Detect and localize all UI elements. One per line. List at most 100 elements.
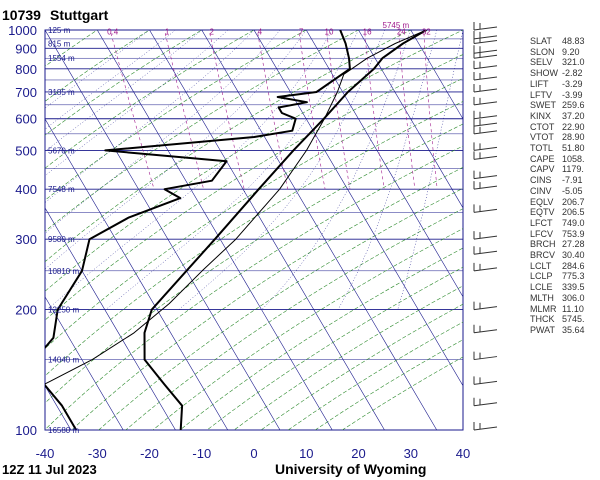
index-row-brch: BRCH 27.28	[530, 239, 600, 250]
index-value: -2.82	[562, 68, 583, 79]
wind-barb	[473, 83, 498, 93]
wind-barb-staff	[473, 101, 498, 106]
mixing-ratio-label: 16	[363, 27, 372, 36]
wind-barb-staff	[473, 88, 498, 93]
height-label: 5670 m	[48, 146, 75, 155]
index-row-swet: SWET 259.6	[530, 100, 600, 111]
index-value: -5.05	[562, 185, 583, 196]
wind-barb-staff	[473, 250, 498, 255]
index-value: 321.0	[562, 57, 585, 68]
moist-adiabat-line	[45, 30, 202, 152]
index-row-capv: CAPV 1179.	[530, 164, 600, 175]
wind-barb-staff	[473, 26, 498, 31]
mixing-ratio-labels: 0.4 1 2 4 7 10 16 24 32	[107, 27, 431, 36]
height-label: 1554 m	[48, 54, 75, 63]
isotherm-line	[201, 30, 438, 430]
index-name: PWAT	[530, 324, 555, 335]
index-value: 5745.	[562, 314, 585, 325]
index-row-pwat: PWAT 35.64	[530, 325, 600, 336]
index-name: LFTV	[530, 89, 553, 100]
isotherm-line	[149, 30, 385, 430]
temperature-tick-label: 10	[299, 446, 313, 461]
dewpoint-line	[45, 30, 351, 430]
wind-barb	[473, 376, 498, 385]
plot-frame	[44, 29, 464, 431]
wind-barb-staff	[473, 130, 498, 135]
index-value: 22.90	[562, 121, 585, 132]
wind-barb	[473, 142, 498, 151]
mixing-ratio-line	[298, 30, 326, 190]
index-value: 35.64	[562, 324, 585, 335]
wind-barb	[473, 110, 498, 120]
mixing-ratio-line	[208, 30, 245, 190]
dry-adiabat-line	[45, 77, 463, 349]
index-row-cinv: CINV -5.05	[530, 186, 600, 197]
index-name: SLAT	[530, 36, 552, 46]
wind-barb-staff	[473, 54, 498, 59]
wind-barb	[473, 301, 498, 311]
mixing-ratio-line	[326, 30, 351, 190]
height-label: 125 m	[48, 26, 71, 35]
index-row-slat: SLAT 48.83	[530, 36, 600, 47]
thickness-label: 5745 m	[383, 21, 410, 30]
pressure-tick-label: 200	[15, 303, 37, 318]
index-name: KINX	[530, 110, 552, 121]
dry-adiabat-line	[45, 30, 360, 232]
index-name: LCLP	[530, 271, 553, 282]
index-value: 1179.	[562, 164, 584, 175]
wind-barbs	[473, 22, 498, 431]
index-name: CAPV	[530, 164, 555, 175]
wind-barb-staff	[473, 155, 498, 160]
index-name: MLMR	[530, 303, 557, 314]
height-label: 3185 m	[48, 88, 75, 97]
index-value: 9.20	[562, 46, 580, 57]
index-name: LIFT	[530, 78, 549, 89]
index-name: BRCV	[530, 250, 556, 260]
wind-barb-staff	[473, 208, 498, 213]
index-value: -3.29	[562, 78, 583, 89]
index-value: 51.80	[562, 143, 585, 153]
mixing-ratio-label: 10	[325, 27, 334, 36]
mixing-ratio-line	[364, 30, 385, 190]
moist-adiabat-grid	[45, 30, 463, 310]
mixing-ratio-line	[256, 30, 288, 190]
index-value: 37.20	[562, 110, 585, 121]
profile-series	[45, 30, 427, 430]
index-name: CINV	[530, 185, 552, 196]
index-row-mlmr: MLMR 11.10	[530, 304, 600, 315]
wind-barb-staff	[473, 40, 498, 45]
mixing-ratio-label: 2	[209, 27, 214, 36]
wind-barb	[473, 324, 498, 334]
isotherm-line	[410, 30, 463, 120]
height-label: 7548 m	[48, 185, 75, 194]
index-row-ctot: CTOT 22.90	[530, 122, 600, 133]
moist-adiabat-line	[45, 30, 281, 234]
wind-barb-staff	[473, 329, 498, 334]
wind-barb	[473, 118, 498, 127]
moist-adiabat-line	[261, 30, 412, 310]
moist-adiabat-line	[397, 30, 463, 310]
index-name: EQTV	[530, 207, 555, 218]
wind-barb	[473, 60, 498, 70]
index-row-lcle: LCLE 339.5	[530, 282, 600, 293]
dry-adiabat-line	[45, 101, 463, 377]
wind-barb	[473, 422, 498, 431]
index-value: 775.3	[562, 271, 585, 282]
source-label: University of Wyoming	[275, 461, 426, 477]
mixing-ratio-label: 1	[165, 27, 170, 36]
parcel-line	[45, 30, 427, 385]
temperature-tick-label: -40	[36, 446, 55, 461]
height-labels: 16580 m 14040 m 12250 m 10810 m 9580 m 7548 m…	[48, 21, 410, 435]
index-row-cape: CAPE 1058.	[530, 154, 600, 165]
mixing-ratio-line	[109, 30, 155, 190]
moist-adiabat-line	[45, 30, 255, 203]
index-name: VTOT	[530, 132, 554, 143]
wind-barb-staff	[473, 175, 498, 180]
index-row-slon: SLON 9.20	[530, 47, 600, 58]
height-label: 10810 m	[48, 267, 79, 276]
index-name: LFCV	[530, 228, 554, 239]
temperature-tick-label: -20	[140, 446, 159, 461]
pressure-tick-label: 800	[15, 62, 37, 77]
pressure-tick-label: 400	[15, 182, 37, 197]
station-id: 10739	[2, 7, 41, 23]
